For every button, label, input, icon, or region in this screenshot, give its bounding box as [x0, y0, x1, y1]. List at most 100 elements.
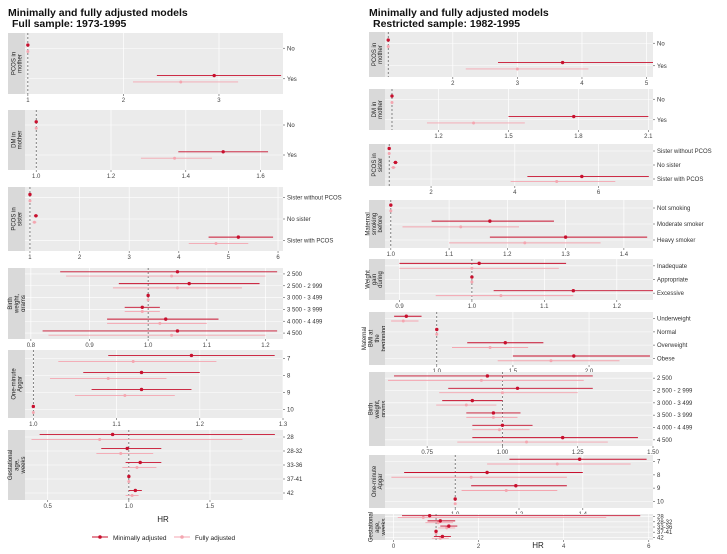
left-panel-6-full-point: [119, 452, 123, 456]
right-panel-6-minimal-point: [572, 354, 576, 358]
right-panel-4-strip-line: Maternal: [365, 212, 371, 235]
right-panel-3-strip-label: PCOS insister: [372, 153, 384, 176]
left-panel-3-strip-line: sister: [18, 212, 24, 226]
left-panel-3-full-point: [32, 220, 36, 224]
left-panel-3-strip-line: PCOS in: [11, 207, 17, 230]
right-panel-4-strip-line: before: [378, 215, 384, 233]
right-panel-7-full-point: [525, 440, 529, 444]
right-panel-8-category-label: 9: [657, 486, 661, 492]
legend-full-point: [180, 535, 184, 539]
right-panel-7-tick-label: 1.00: [497, 450, 509, 456]
right-panel-9-category-label: 28-32: [657, 520, 673, 526]
left-panel-6-tick-label: 1.5: [206, 504, 215, 510]
left-panel-2-tick-label: 1.0: [32, 174, 41, 180]
left-panel-2-full-point: [173, 156, 177, 160]
right-panel-2-minimal-point: [572, 114, 576, 119]
left-panel-3-category-label: No sister: [287, 217, 311, 223]
right-panel-8-minimal-point: [514, 484, 518, 488]
left-panel-5-background: [25, 350, 283, 418]
left-panel-5-tick-label: 1.2: [196, 422, 205, 428]
right-panel-8-full-point: [453, 502, 457, 506]
left-panel-2-strip-label: DM inmother: [11, 131, 23, 150]
left-panel-6-category-label: 42: [287, 491, 294, 497]
left-panel-6-strip-line: age,: [15, 459, 21, 471]
right-panel-9-strip-line: Gestational: [369, 512, 375, 542]
left-panel-6-category-label: 37-41: [287, 477, 303, 483]
right-panel-5-strip: [369, 259, 385, 300]
right-panel-1-tick-label: 5: [645, 81, 649, 87]
right-panel-4-minimal-point: [488, 219, 492, 223]
right-panel-9-strip-line: weeks: [381, 518, 387, 536]
left-panel-1-strip-line: PCOS in: [11, 52, 17, 75]
right-panel-6-category-label: Obese: [657, 356, 675, 362]
right-panel-4-tick-label: 1.2: [503, 252, 512, 258]
right-panel-7-category-label: 3 500 - 3 999: [657, 413, 693, 419]
right-panel-9-minimal-point: [434, 529, 438, 533]
right-panel-6-minimal-point: [404, 314, 409, 318]
left-panel-5-minimal-point: [31, 404, 36, 409]
right-panel-4-strip-line: smoking: [372, 213, 378, 235]
right-panel-1-category-label: No: [657, 41, 665, 47]
right-panel-5-minimal-point: [470, 275, 474, 279]
right-panel-9-full-point: [436, 521, 440, 525]
left-panel-1-strip-label: PCOS inmother: [11, 52, 23, 75]
right-panel-7-minimal-point: [491, 411, 496, 415]
right-panel-5-category-label: Appropriate: [657, 278, 689, 284]
left-chart-title: Minimally and fully adjusted models: [8, 7, 188, 19]
left-panel-1-minimal-point: [26, 43, 30, 47]
right-panel-2: DM inmother 1.2 1.5 1.8 2.1 No Yes: [369, 89, 667, 140]
left-panel-4-category-label: 4 000 - 4 499: [287, 319, 323, 325]
right-panel-6-strip-line: the: [375, 334, 381, 343]
right-panel-1-minimal-point: [560, 60, 565, 65]
right-panel-5-minimal-point: [477, 261, 481, 266]
left-panel-2-background: [25, 110, 283, 170]
left-panel-6-strip-line: Gestational: [8, 450, 14, 480]
right-panel-7-category-label: 3 000 - 3 499: [657, 401, 693, 407]
right-panel-9-minimal-point: [427, 513, 432, 518]
right-panel-4-tick-label: 1.4: [620, 252, 629, 258]
left-panel-3-tick-label: 6: [276, 255, 280, 261]
right-panel-6-category-label: Overweight: [657, 343, 688, 349]
left-panel-3-tick-label: 4: [177, 255, 181, 261]
left-panel-1-full-point: [179, 80, 183, 84]
right-panel-6-category-label: Underweight: [657, 317, 691, 323]
left-panel-2: DM inmother 1.0 1.2 1.4 1.6 No Yes: [8, 110, 297, 180]
right-panel-6-background: [385, 312, 653, 365]
right-panel-2-full-point: [390, 100, 394, 104]
right-panel-2-tick-label: 1.2: [434, 134, 443, 140]
left-panel-6: Gestationalage,weeks 0.5 1.0 1.5 28 28-32 33-3…: [8, 430, 303, 510]
left-panel-6-tick-label: 0.5: [44, 504, 53, 510]
left-panel-1-category-label: Yes: [287, 77, 297, 83]
left-panel-5-category-label: 7: [287, 357, 291, 363]
left-panel-4-strip-line: Birth: [8, 297, 14, 309]
right-panel-5-tick-label: 1.1: [540, 304, 549, 310]
right-panel-3-category-label: Sister with PCOS: [657, 177, 703, 183]
left-panel-4-full-point: [158, 321, 162, 325]
left-panel-1-strip-line: mother: [18, 54, 24, 73]
right-panel-8-category-label: 7: [657, 460, 661, 466]
right-panel-1-category-label: Yes: [657, 64, 667, 70]
right-panel-4-minimal-point: [389, 203, 393, 207]
right-panel-2-strip: [369, 89, 385, 130]
left-panel-5-tick-label: 1.0: [29, 422, 38, 428]
right-panel-6-strip-line: BMI at: [369, 330, 375, 348]
left-panel-5-category-label: 9: [287, 391, 291, 397]
right-panel-1-strip-line: mother: [378, 45, 384, 64]
right-panel-5-tick-label: 0.9: [395, 304, 404, 310]
right-panel-7-tick-label: 1.50: [647, 450, 659, 456]
left-panel-6-full-point: [135, 466, 139, 470]
left-panel-2-strip: [8, 110, 25, 170]
left-panel-4-strip-label: Birthweight,grams: [8, 294, 27, 314]
left-panel-3: PCOS insister 1 2 3 4 5 6 Sister without PCOS No…: [8, 187, 342, 261]
left-panel-5-strip-label: One-minuteApgar: [11, 368, 23, 400]
right-panel-6-minimal-point: [435, 327, 439, 332]
right-panel-9-full-point: [438, 536, 442, 540]
right-panel-5: Weightgainduringpregnancy0.91.01.11.2Ina…: [365, 259, 689, 310]
left-panel-4-full-point: [175, 286, 179, 290]
left-panel-5-full-point: [131, 360, 135, 364]
right-panel-9-tick-label: 0: [392, 544, 396, 550]
right-panel-9-minimal-point: [440, 534, 445, 539]
right-panel-2-strip-line: mother: [378, 100, 384, 119]
right-panel-1-minimal-point: [386, 38, 390, 42]
right-panel-3-strip-line: sister: [378, 158, 384, 172]
